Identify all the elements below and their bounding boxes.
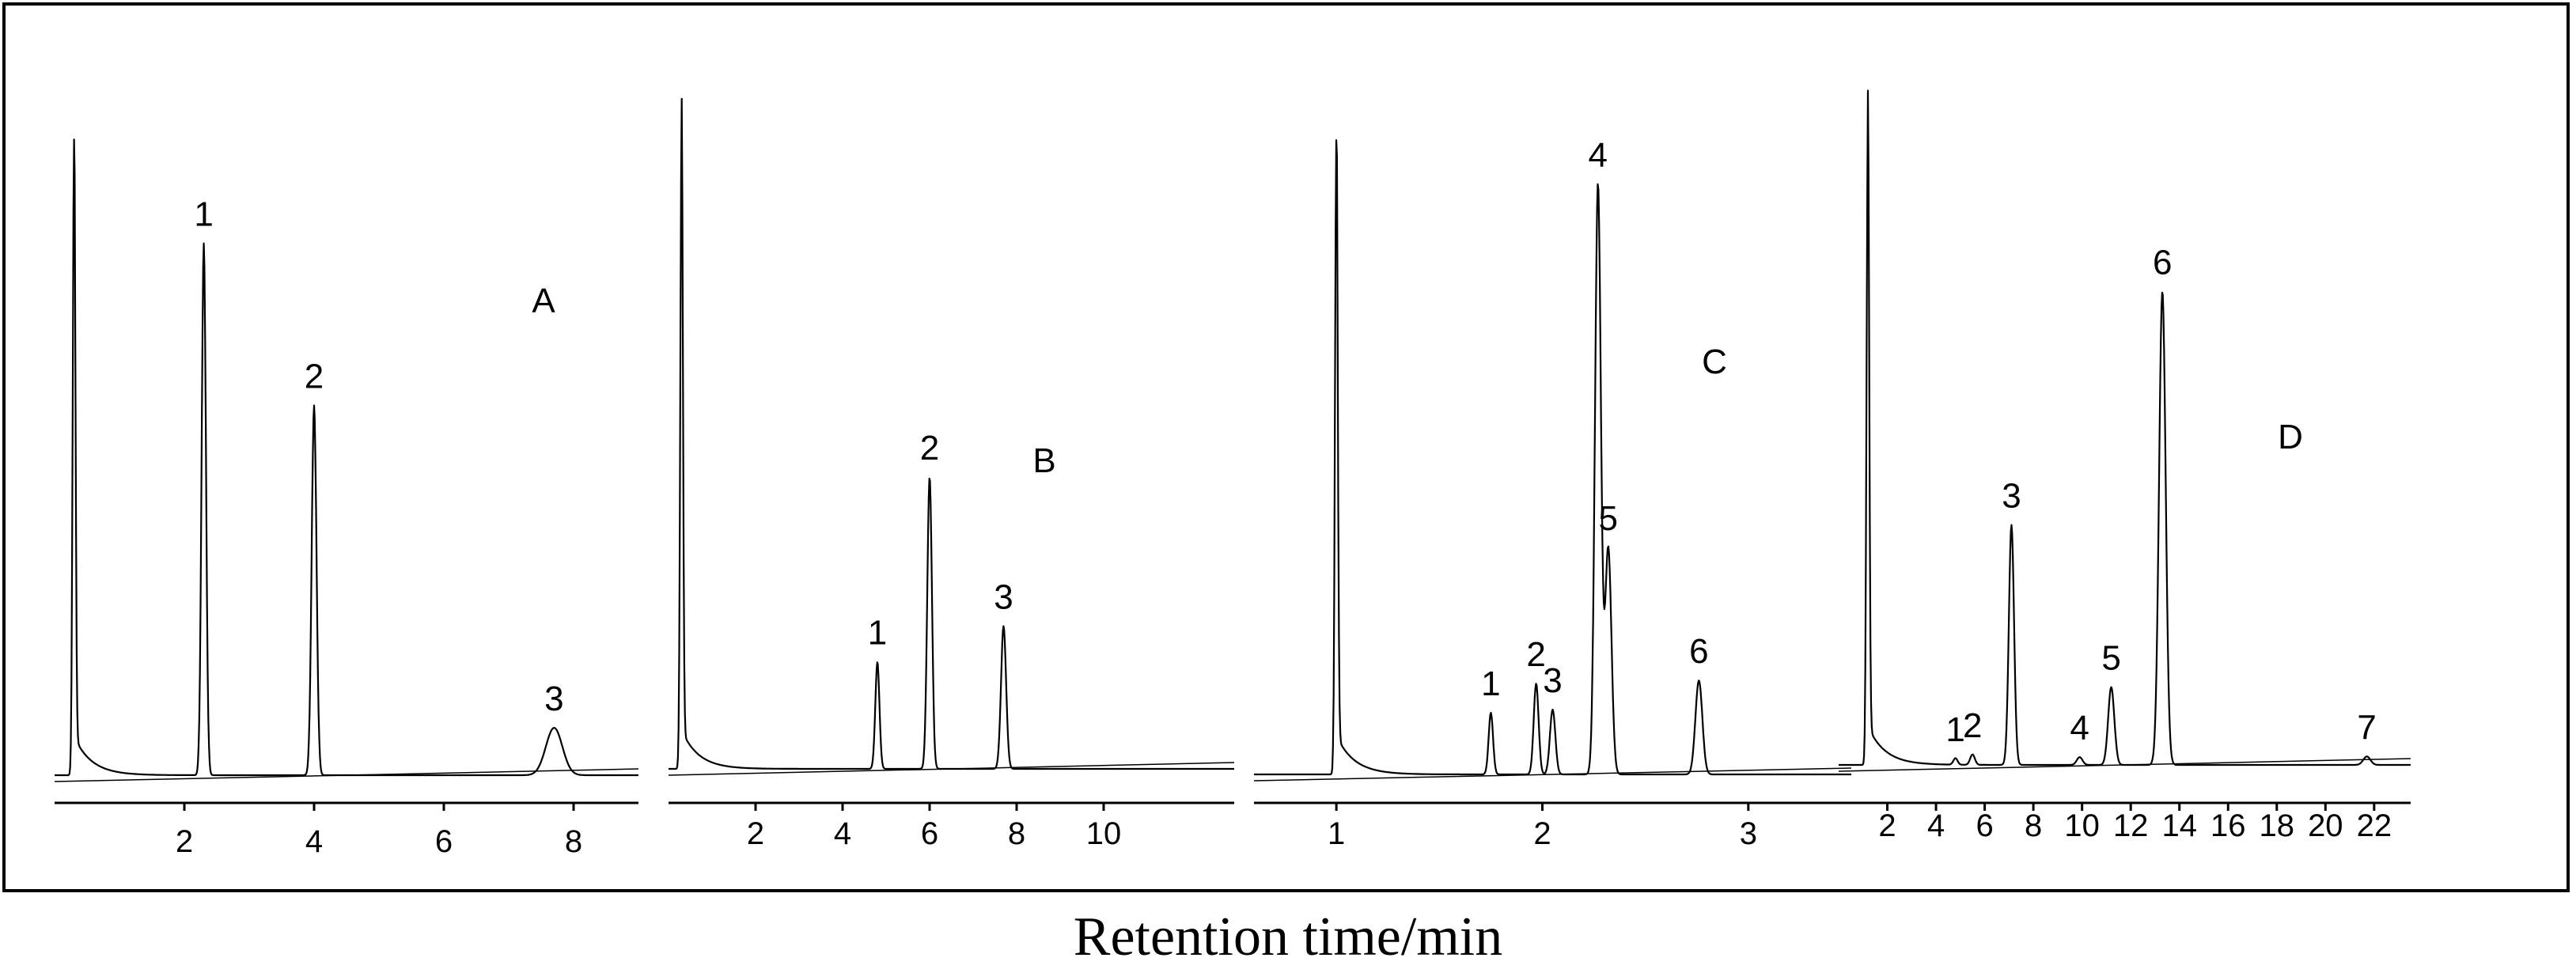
chromatogram-trace-d [1838, 89, 2411, 766]
x-tick-label-a: 2 [176, 824, 193, 859]
x-tick-label-b: 4 [834, 816, 851, 851]
x-tick-label-d: 10 [2064, 808, 2100, 843]
x-tick-label-d: 2 [1878, 808, 1896, 843]
baseline-a [54, 768, 639, 782]
x-tick-label-b: 10 [1086, 816, 1122, 851]
peak-label-a: 3 [544, 679, 563, 718]
peak-label-d: 7 [2357, 708, 2376, 747]
panel-letter-d: D [2278, 418, 2303, 456]
peak-label-d: 6 [2153, 243, 2172, 282]
panel-letter-b: B [1032, 441, 1055, 480]
peak-label-d: 2 [1963, 706, 1982, 745]
x-tick-label-d: 22 [2357, 808, 2392, 843]
peak-label-c: 3 [1543, 661, 1562, 700]
peak-label-d: 1 [1945, 710, 1964, 749]
x-axis-caption: Retention time/min [1073, 907, 1503, 967]
x-tick-label-a: 8 [565, 824, 582, 859]
x-tick-label-d: 18 [2260, 808, 2295, 843]
x-tick-label-b: 6 [921, 816, 938, 851]
peak-label-b: 2 [920, 429, 939, 467]
peak-label-b: 1 [868, 614, 887, 653]
x-tick-label-d: 8 [2025, 808, 2042, 843]
x-tick-label-b: 2 [747, 816, 764, 851]
peak-label-c: 1 [1481, 664, 1500, 703]
peak-label-d: 4 [2070, 709, 2089, 748]
chromatogram-trace-b [668, 97, 1235, 770]
x-tick-label-d: 4 [1927, 808, 1945, 843]
x-tick-label-c: 1 [1328, 816, 1345, 851]
x-tick-label-c: 2 [1533, 816, 1551, 851]
x-tick-label-d: 14 [2161, 808, 2197, 843]
x-tick-label-b: 8 [1008, 816, 1025, 851]
panel-letter-a: A [532, 282, 555, 320]
peak-label-a: 2 [305, 358, 324, 396]
baseline-c [1253, 767, 1852, 782]
baseline-b [668, 762, 1235, 776]
baseline-d [1838, 758, 2411, 772]
x-tick-label-d: 20 [2308, 808, 2343, 843]
x-tick-label-d: 12 [2113, 808, 2149, 843]
peak-label-d: 5 [2101, 639, 2120, 678]
x-tick-label-c: 3 [1740, 816, 1757, 851]
x-tick-label-a: 6 [435, 824, 453, 859]
peak-label-c: 6 [1689, 632, 1708, 671]
x-tick-label-d: 6 [1976, 808, 1993, 843]
x-tick-label-d: 16 [2210, 808, 2246, 843]
peak-label-c: 4 [1589, 136, 1608, 175]
peak-label-d: 3 [2002, 477, 2021, 516]
peak-label-b: 3 [994, 578, 1013, 617]
panel-letter-c: C [1702, 343, 1727, 381]
chromatogram-trace-c [1253, 139, 1852, 776]
peak-label-c: 2 [1526, 635, 1545, 674]
figure-frame: 2 4 6 8 1 2 3 A 2 4 6 8 10 1 2 3 B 1 2 3 1 2 3 4 5 6 C 2 4 6 8 10 12 14 16… [2, 2, 2570, 892]
peak-label-a: 1 [194, 195, 213, 234]
x-tick-label-a: 4 [305, 824, 323, 859]
peak-label-c: 5 [1599, 499, 1618, 538]
